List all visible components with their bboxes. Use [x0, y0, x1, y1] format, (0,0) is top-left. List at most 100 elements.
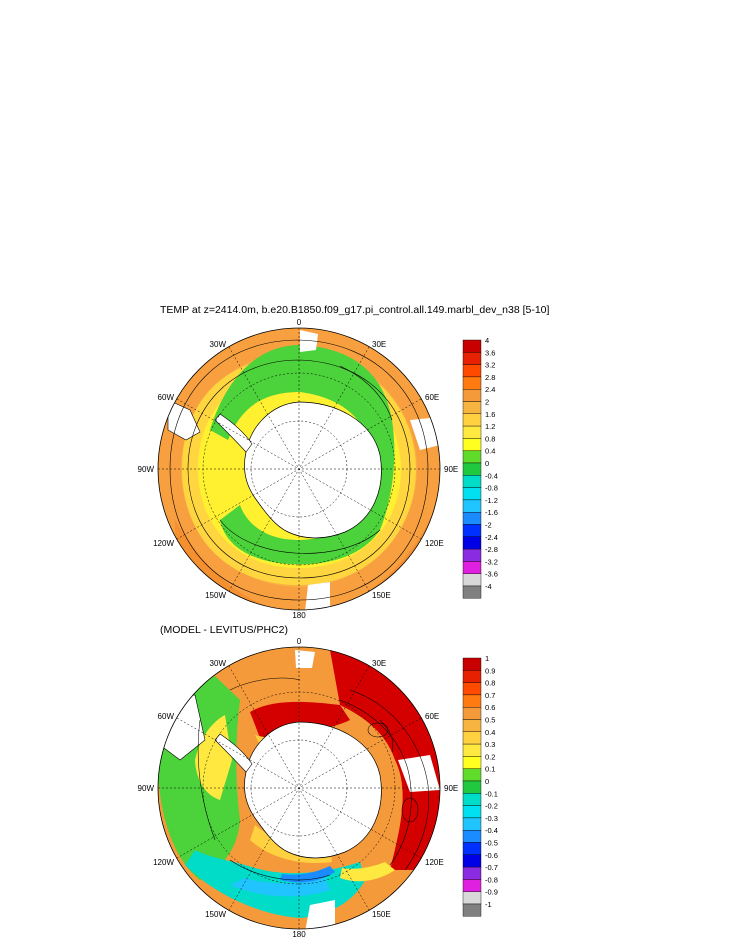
colorbar-top-tick-label: -0.8 — [485, 484, 498, 493]
colorbar-bottom-swatch — [462, 670, 482, 683]
colorbar-top-swatch — [462, 573, 482, 587]
colorbar-bottom-swatch — [462, 657, 482, 671]
colorbar-top-tick-label: 1.6 — [485, 410, 495, 419]
colorbar-bottom-swatch — [462, 743, 482, 757]
colorbar-top-swatch — [462, 499, 482, 513]
colorbar-bottom-tick-label: -0.8 — [485, 875, 498, 884]
colorbar-bottom-swatch — [462, 830, 482, 843]
colorbar-bottom-tick-label: -1 — [485, 900, 492, 909]
colorbar-top-swatch — [462, 561, 482, 574]
lon-label-30e-bottom: 30E — [372, 659, 386, 668]
lon-label-150e: 150E — [372, 591, 391, 600]
colorbar-bottom-swatch — [462, 842, 482, 856]
colorbar-bottom-swatch — [462, 805, 482, 819]
colorbar-top-tick-label: 2.8 — [485, 373, 495, 382]
colorbar-bottom-swatch — [462, 879, 482, 892]
lon-label-90w: 90W — [138, 465, 155, 474]
colorbar-top-tick-label: 3.2 — [485, 361, 495, 370]
colorbar-bottom-tick-label: 0.6 — [485, 703, 495, 712]
colorbar-top-tick-label: 3.6 — [485, 348, 495, 357]
lon-label-60w: 60W — [158, 393, 175, 402]
colorbar-bottom-swatch — [462, 694, 482, 708]
colorbar-bottom-swatch — [462, 731, 482, 745]
colorbar-top-tick-label: -2 — [485, 521, 492, 530]
colorbar-top-tick-label: -3.2 — [485, 557, 498, 566]
lon-label-120w-bottom: 120W — [153, 858, 174, 867]
colorbar-bottom-swatch — [462, 780, 482, 794]
colorbar-top-swatch — [462, 413, 482, 427]
colorbar-bottom-swatch — [462, 817, 482, 831]
lon-label-180-bottom: 180 — [292, 930, 306, 939]
colorbar-bottom-tick-label: 0.9 — [485, 666, 495, 675]
lon-label-120e: 120E — [425, 539, 444, 548]
colorbar-top-tick-label: 2.4 — [485, 385, 495, 394]
colorbar-bottom-swatch — [462, 768, 482, 782]
colorbar-top-swatch — [462, 376, 482, 390]
colorbar-top-swatch — [462, 462, 482, 476]
colorbar-top-swatch — [462, 487, 482, 501]
colorbar-top-tick-label: 2 — [485, 398, 489, 407]
colorbar-bottom-swatch — [462, 793, 482, 806]
polar-map-bottom: 0 30E 60E 90E 120E 150E 180 150W 120W 90… — [138, 637, 459, 939]
colorbar-bottom-tick-label: 1 — [485, 654, 489, 663]
lon-label-90w-bottom: 90W — [138, 784, 155, 793]
colorbar-top-swatch — [462, 425, 482, 439]
colorbar-top-swatch — [462, 339, 482, 353]
colorbar-bottom-tick-label: -0.7 — [485, 863, 498, 872]
lon-label-90e: 90E — [444, 465, 458, 474]
colorbar-top-tick-label: 0.4 — [485, 447, 495, 456]
colorbar-bottom-tick-label: -0.2 — [485, 802, 498, 811]
lon-label-120w: 120W — [153, 539, 174, 548]
colorbar-bottom-swatch — [462, 854, 482, 868]
lon-label-90e-bottom: 90E — [444, 784, 458, 793]
colorbar-top-swatch — [462, 364, 482, 378]
colorbar-bottom: 1 0.9 0.8 0.7 0.6 0.5 0.4 0.3 0.2 0.1 0 -0.1 -0.2 -0.… — [462, 654, 498, 917]
colorbar-top: 4 3.6 3.2 2.8 2.4 2 1.6 1.2 0.8 0.4 0 -0.4 -0.8 -1.2 -… — [462, 336, 498, 599]
lon-label-150w-bottom: 150W — [205, 910, 226, 919]
colorbar-top-tick-label: -2.8 — [485, 545, 498, 554]
colorbar-bottom-swatch — [462, 866, 482, 880]
colorbar-bottom-tick-label: -0.6 — [485, 851, 498, 860]
colorbar-top-swatch — [462, 585, 482, 599]
colorbar-bottom-tick-label: 0.5 — [485, 716, 495, 725]
lon-label-30e: 30E — [372, 340, 386, 349]
colorbar-bottom-swatch — [462, 756, 482, 769]
colorbar-top-tick-label: -0.4 — [485, 471, 498, 480]
colorbar-top-swatch — [462, 536, 482, 550]
lon-label-30w-bottom: 30W — [210, 659, 227, 668]
colorbar-bottom-tick-label: 0.3 — [485, 740, 495, 749]
lon-label-60w-bottom: 60W — [158, 712, 175, 721]
colorbar-top-swatch — [462, 548, 482, 562]
colorbar-bottom-tick-label: -0.3 — [485, 814, 498, 823]
lon-label-120e-bottom: 120E — [425, 858, 444, 867]
colorbar-top-tick-label: 4 — [485, 336, 489, 345]
colorbar-top-swatch — [462, 389, 482, 402]
colorbar-top-tick-label: -2.4 — [485, 533, 498, 542]
colorbar-bottom-tick-label: -0.4 — [485, 826, 498, 835]
colorbar-bottom-tick-label: 0.4 — [485, 728, 495, 737]
lon-label-0-bottom: 0 — [297, 637, 302, 646]
colorbar-bottom-tick-label: -0.9 — [485, 888, 498, 897]
colorbar-bottom-swatch — [462, 891, 482, 905]
colorbar-top-swatch — [462, 475, 482, 488]
lon-label-150w: 150W — [205, 591, 226, 600]
colorbar-top-tick-label: 1.2 — [485, 422, 495, 431]
colorbar-bottom-tick-label: 0.8 — [485, 679, 495, 688]
lon-label-60e: 60E — [425, 393, 439, 402]
lon-label-0: 0 — [297, 318, 302, 327]
polar-map-top: 0 30E 60E 90E 120E 150E 180 150W 120W 90… — [138, 318, 459, 620]
lon-label-150e-bottom: 150E — [372, 910, 391, 919]
colorbar-top-tick-label: -4 — [485, 582, 492, 591]
colorbar-bottom-tick-label: 0 — [485, 777, 489, 786]
lon-label-60e-bottom: 60E — [425, 712, 439, 721]
colorbar-bottom-tick-label: -0.1 — [485, 789, 498, 798]
map-title-top: TEMP at z=2414.0m, b.e20.B1850.f09_g17.p… — [160, 304, 550, 316]
lon-label-30w: 30W — [210, 340, 227, 349]
colorbar-top-tick-label: 0.8 — [485, 434, 495, 443]
colorbar-top-swatch — [462, 438, 482, 451]
colorbar-top-tick-label: -1.6 — [485, 508, 498, 517]
colorbar-bottom-swatch — [462, 707, 482, 720]
colorbar-bottom-swatch — [462, 682, 482, 696]
colorbar-bottom-swatch — [462, 719, 482, 733]
